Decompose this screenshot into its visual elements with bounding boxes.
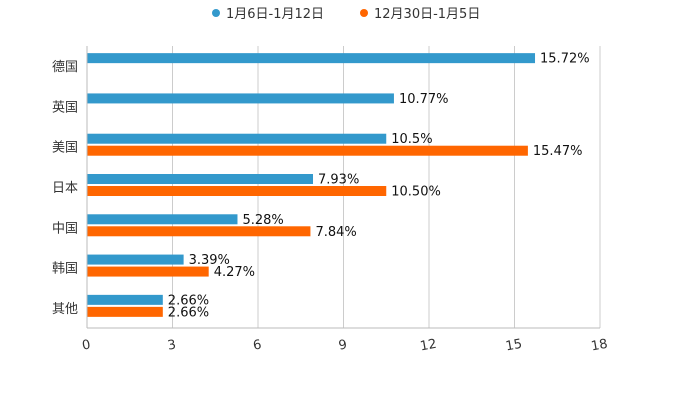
bar-week-previous (87, 186, 387, 196)
bar-week-current (87, 174, 314, 184)
category-label: 韩国 (52, 262, 78, 277)
x-tick-label: 0 (81, 337, 92, 353)
data-label: 15.72% (540, 52, 590, 67)
data-label: 3.39% (189, 253, 230, 268)
data-label: 10.77% (399, 92, 449, 107)
data-label: 5.28% (242, 213, 283, 228)
legend-marker (212, 9, 220, 17)
category-label: 其他 (52, 302, 78, 317)
x-tick-label: 3 (167, 337, 178, 353)
bar-week-current (87, 254, 184, 265)
bar-week-previous (87, 226, 311, 237)
bar-week-current (87, 53, 536, 64)
legend-label: 12月30日-1月5日 (374, 7, 480, 22)
bar-week-current (87, 93, 394, 104)
category-label: 日本 (52, 181, 78, 196)
bar-week-previous (87, 306, 163, 317)
x-tick-label: 9 (338, 337, 349, 353)
legend: 1月6日-1月12日 12月30日-1月5日 (212, 7, 480, 22)
data-label: 4.27% (214, 265, 255, 280)
data-label: 7.84% (315, 225, 356, 240)
bar-week-previous (87, 145, 528, 156)
legend-marker (360, 9, 368, 17)
bar-week-previous (87, 266, 209, 277)
data-label: 7.93% (318, 173, 359, 188)
x-axis: 0 3 6 9 12 15 18 (81, 327, 609, 355)
x-tick-label: 15 (504, 337, 523, 355)
x-tick-label: 12 (419, 337, 438, 355)
data-label: 10.5% (391, 132, 432, 147)
category-label: 英国 (52, 100, 78, 115)
data-label: 2.66% (168, 305, 209, 320)
category-label: 美国 (52, 141, 78, 156)
category-label: 德国 (52, 60, 78, 75)
bar-week-current (87, 133, 387, 144)
bar-week-current (87, 214, 238, 225)
data-label: 10.50% (391, 185, 441, 200)
data-label: 2.66% (168, 293, 209, 308)
x-tick-label: 18 (590, 337, 609, 355)
category-label: 中国 (52, 221, 78, 236)
x-tick-label: 6 (252, 337, 263, 353)
data-label: 15.47% (533, 144, 583, 159)
legend-label: 1月6日-1月12日 (226, 7, 324, 22)
bars: 15.72% 10.77% 10.5% 15.47% 7.93% 10.50% 5.28% 7… (87, 52, 590, 320)
bar-week-current (87, 294, 163, 305)
